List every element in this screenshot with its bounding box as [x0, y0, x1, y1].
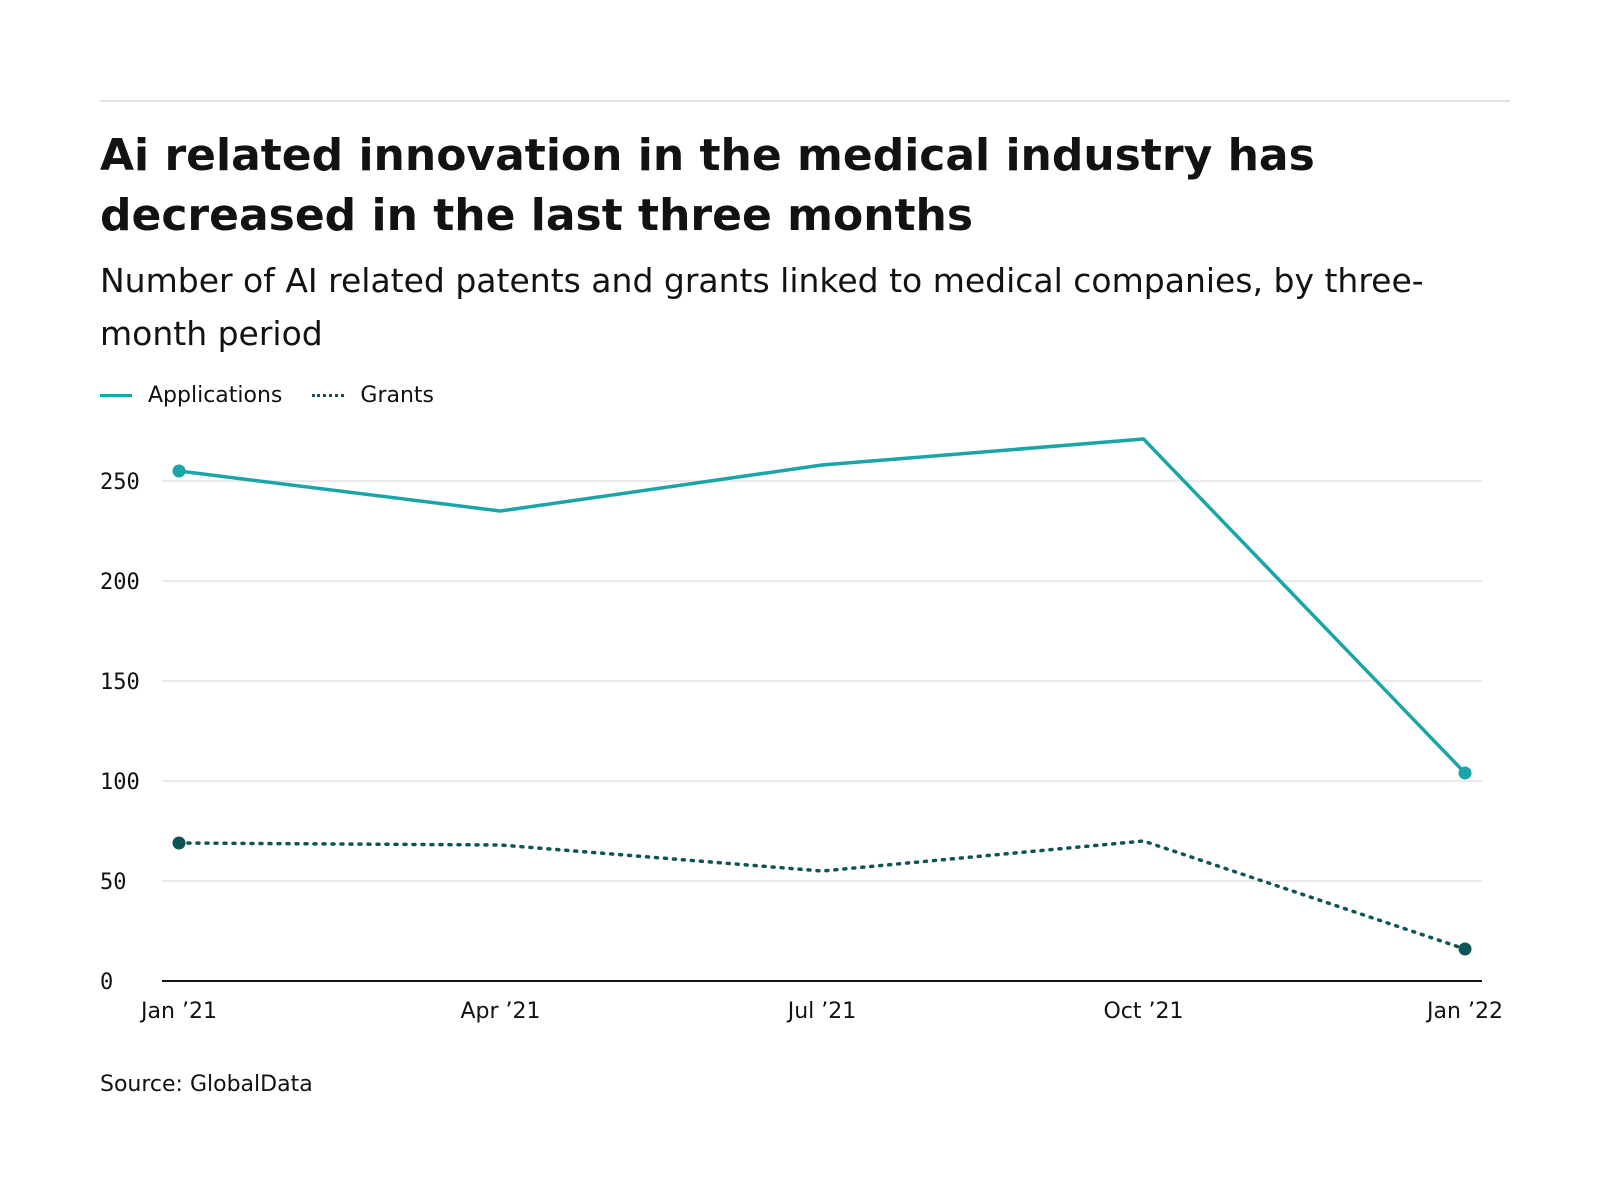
y-tick-label: 0: [100, 970, 113, 995]
legend-label-grants: Grants: [360, 382, 434, 408]
series-line-grants: [177, 839, 1467, 951]
y-tick-label: 200: [100, 570, 140, 595]
chart-subtitle: Number of AI related patents and grants …: [100, 261, 1424, 353]
x-tick-label: Apr ’21: [460, 999, 540, 1024]
legend-swatch-applications: [100, 393, 132, 397]
x-tick-label: Jan ’22: [1425, 999, 1503, 1024]
legend-label-applications: Applications: [148, 382, 283, 408]
data-point-applications: [1458, 766, 1472, 780]
source-note: Source: GlobalData: [100, 1072, 313, 1097]
legend-item-applications: Applications: [100, 383, 282, 408]
x-tick-label: Jul ’21: [786, 999, 857, 1024]
legend: Applications Grants: [100, 380, 464, 410]
data-point-grants: [1458, 942, 1472, 956]
y-tick-label: 250: [100, 470, 140, 495]
y-tick-label: 50: [100, 870, 127, 895]
legend-swatch-grants: [312, 393, 345, 397]
legend-item-grants: Grants: [312, 383, 434, 408]
chart-title: Ai related innovation in the medical ind…: [100, 130, 1315, 241]
x-tick-label: Jan ’21: [139, 999, 217, 1024]
top-rule: [100, 100, 1510, 102]
series-line-applications: [178, 437, 1467, 775]
x-tick-label: Oct ’21: [1103, 999, 1183, 1024]
data-point-applications: [172, 464, 186, 478]
y-tick-label: 100: [100, 770, 140, 795]
y-tick-label: 150: [100, 670, 140, 695]
data-point-grants: [172, 836, 186, 850]
